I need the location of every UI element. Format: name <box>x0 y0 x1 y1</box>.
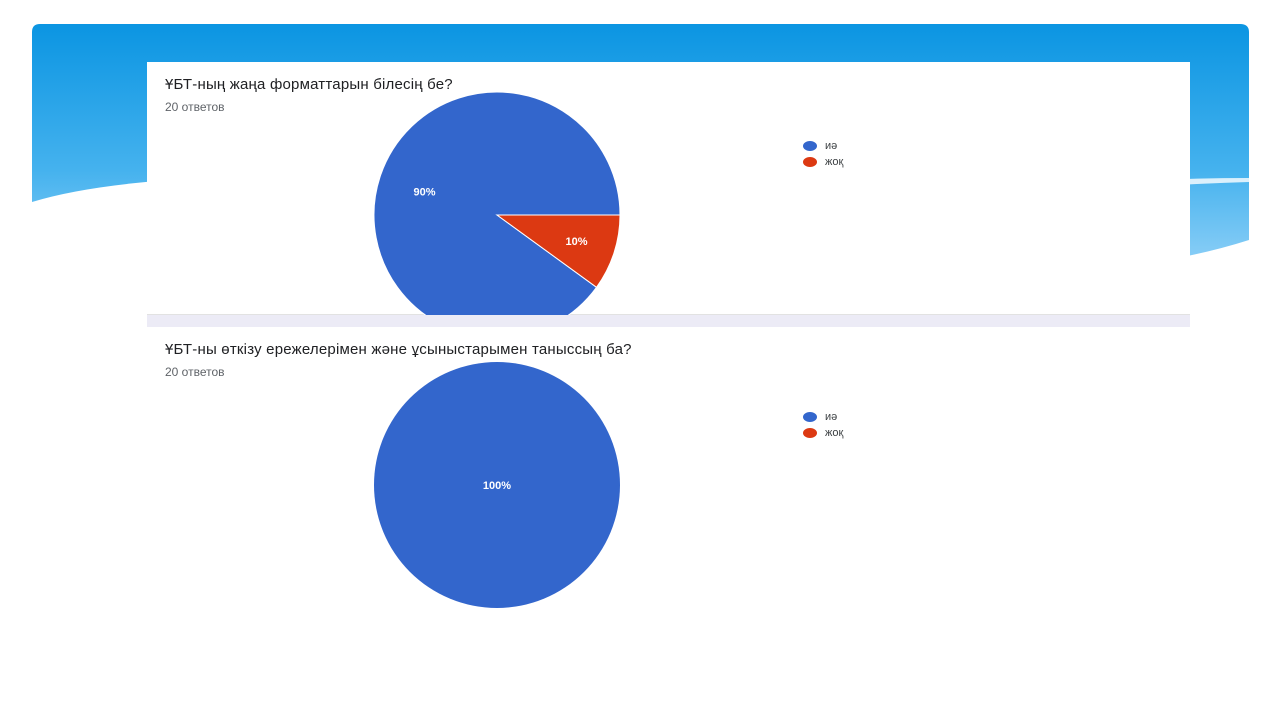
card-separator <box>147 315 1190 327</box>
legend-label-yes: иә <box>825 140 838 152</box>
question-title-2: ҰБТ-ны өткізу ережелерімен және ұсыныста… <box>165 341 632 358</box>
response-count-1: 20 ответов <box>165 100 225 114</box>
pie-slice-no[interactable] <box>495 214 621 288</box>
legend-item-yes[interactable]: иә <box>803 409 843 425</box>
legend-swatch-yes <box>803 412 817 422</box>
legend-item-yes[interactable]: иә <box>803 138 843 154</box>
legend-swatch-yes <box>803 141 817 151</box>
question-card-1: ҰБТ-ның жаңа форматтарын білесің бе? 20 … <box>147 62 1190 339</box>
legend-label-yes: иә <box>825 411 838 423</box>
pie-chart-1: 90% 10% <box>373 91 621 339</box>
pie-label-yes: 100% <box>483 480 511 492</box>
question-card-2: ҰБТ-ны өткізу ережелерімен және ұсыныста… <box>147 327 1190 608</box>
legend-item-no[interactable]: жоқ <box>803 425 843 441</box>
pie-slice-yes[interactable] <box>374 362 620 608</box>
pie-label-no: 10% <box>566 236 588 248</box>
response-count-2: 20 ответов <box>165 365 225 379</box>
legend-swatch-no <box>803 428 817 438</box>
legend-2: иә жоқ <box>803 409 843 441</box>
pie-label-yes: 90% <box>413 186 435 198</box>
legend-label-no: жоқ <box>825 427 844 439</box>
legend-1: иә жоқ <box>803 138 843 170</box>
pie-chart-2: 100% <box>374 362 620 608</box>
legend-label-no: жоқ <box>825 156 844 168</box>
legend-swatch-no <box>803 157 817 167</box>
legend-item-no[interactable]: жоқ <box>803 154 843 170</box>
question-title-1: ҰБТ-ның жаңа форматтарын білесің бе? <box>165 76 453 93</box>
